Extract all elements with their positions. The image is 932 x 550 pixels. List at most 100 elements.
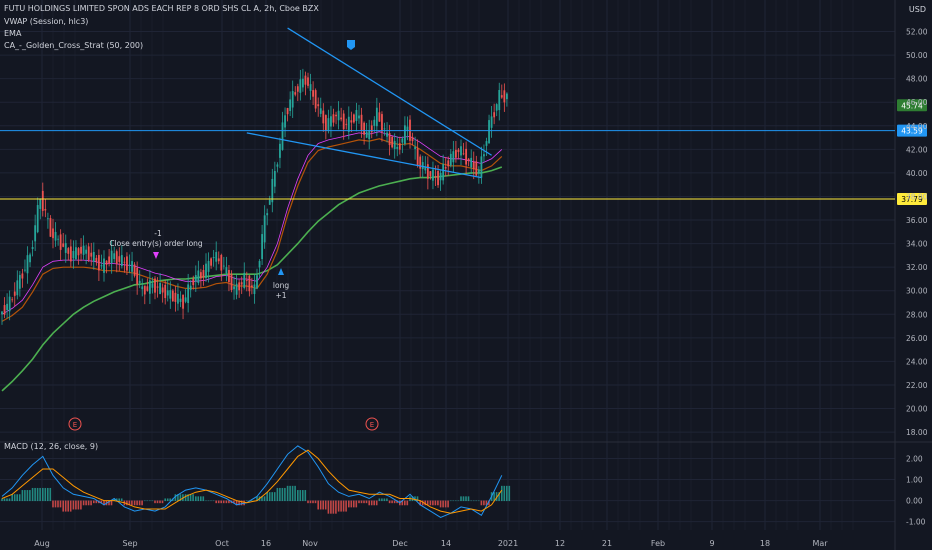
macd-histogram-bar: [29, 490, 31, 502]
macd-histogram-bar: [1, 498, 3, 502]
macd-histogram-bar: [475, 500, 477, 502]
macd-histogram-bar: [3, 498, 6, 502]
candle-body: [11, 299, 14, 301]
candle-body: [29, 254, 31, 263]
time-tick-label: 2021: [498, 539, 518, 548]
candle-body: [506, 93, 508, 100]
legend-ema[interactable]: EMA: [4, 29, 22, 38]
macd-histogram-bar: [439, 500, 442, 508]
macd-histogram-bar: [87, 500, 90, 506]
macd-histogram-bar: [189, 494, 192, 502]
candle-body: [248, 275, 251, 292]
candle-body: [174, 292, 177, 302]
macd-histogram-bar: [174, 494, 177, 502]
close-order-arrow-icon: [153, 252, 159, 259]
macd-histogram-bar: [103, 500, 105, 506]
candle-body: [442, 164, 445, 181]
candle-body: [493, 112, 496, 118]
macd-histogram-bar: [332, 500, 335, 514]
candle-body: [253, 284, 256, 294]
macd-histogram-bar: [375, 500, 378, 506]
candle-body: [215, 252, 218, 262]
candle-body: [281, 122, 284, 150]
macd-histogram-bar: [235, 500, 238, 506]
time-tick-label: 12: [555, 539, 565, 548]
macd-axis[interactable]: -1.00 0.00 1.00 2.00: [906, 455, 926, 527]
candle-body: [6, 303, 8, 311]
macd-histogram-bar: [503, 485, 506, 502]
candle-body: [235, 283, 238, 295]
candle-body: [44, 209, 47, 211]
macd-histogram-bar: [345, 500, 347, 512]
candle-body: [289, 99, 292, 111]
candle-body: [455, 149, 457, 158]
macd-histogram-bar: [373, 500, 375, 506]
price-tick-label: 24.00: [906, 357, 928, 366]
macd-tick-label: 2.00: [906, 455, 923, 464]
candle-body: [118, 256, 121, 262]
macd-histogram-bar: [49, 487, 52, 502]
macd-histogram-bar: [447, 500, 449, 508]
time-tick-label: 18: [760, 539, 770, 548]
candle-body: [225, 267, 228, 274]
macd-histogram-bar: [353, 500, 355, 508]
horizontal-levels[interactable]: 43.59 37.79 45.74: [0, 99, 927, 205]
macd-histogram-bar: [115, 498, 118, 502]
candle-body: [258, 261, 261, 268]
legend-strategy[interactable]: CA_-_Golden_Cross_Strat (50, 200): [4, 41, 144, 50]
macd-histogram-bar: [444, 500, 447, 508]
candle-body: [169, 290, 172, 299]
level-price-tag: [897, 192, 927, 205]
entry-label: long: [273, 281, 289, 290]
candle-body: [16, 280, 19, 296]
macd-histogram-bar: [360, 500, 363, 504]
candle-body: [314, 90, 317, 109]
macd-histogram-bar: [396, 500, 398, 504]
legend-vwap[interactable]: VWAP (Session, hlc3): [4, 17, 89, 26]
candle-body: [421, 162, 424, 170]
time-tick-label: Nov: [302, 539, 318, 548]
macd-histogram-bar: [309, 500, 312, 504]
macd-histogram-bar: [222, 500, 225, 504]
macd-histogram-bar: [501, 485, 503, 502]
candle-body: [113, 253, 116, 259]
macd-histogram-bar: [133, 500, 136, 506]
macd-histogram-bar: [470, 500, 472, 502]
macd-histogram-bar: [404, 500, 406, 506]
level-price-tag: [897, 124, 927, 137]
time-axis[interactable]: Aug Sep Oct 16 Nov Dec 14 2021 12 21 Feb 9 18 Mar: [34, 539, 828, 548]
candle-body: [426, 164, 429, 179]
trendlines[interactable]: [246, 27, 492, 179]
candle-body: [393, 140, 396, 149]
legend-macd[interactable]: MACD (12, 26, close, 9): [4, 442, 99, 451]
candle-body: [360, 114, 363, 131]
candle-body: [177, 294, 179, 304]
candle-body: [131, 261, 133, 272]
candle-body: [347, 116, 350, 132]
macd-histogram-bar: [381, 498, 383, 502]
candle-body: [284, 115, 286, 128]
candle-body: [143, 285, 146, 295]
macd-histogram-bar: [77, 500, 80, 510]
price-tick-label: 30.00: [906, 287, 928, 296]
candle-body: [59, 234, 62, 250]
macd-histogram-bar: [335, 500, 337, 514]
macd-histogram-bar: [169, 498, 171, 502]
macd-histogram-bar: [151, 500, 154, 502]
candle-body: [39, 198, 42, 209]
candle-body: [133, 264, 136, 276]
close-order-qty: -1: [154, 229, 162, 238]
price-tick-label: 40.00: [906, 169, 928, 178]
macd-histogram-bar: [432, 500, 434, 506]
candle-body: [330, 116, 332, 127]
macd-histogram-bar: [24, 490, 26, 502]
candle-body: [64, 243, 67, 253]
macd-histogram-bar: [284, 487, 286, 502]
candle-body: [332, 114, 335, 123]
macd-histogram-bar: [54, 500, 57, 508]
macd-histogram-bar: [421, 500, 424, 506]
earnings-marker-label: E: [370, 421, 374, 429]
macd-histogram-bar: [319, 500, 322, 510]
price-axis[interactable]: 18.00 20.00 22.00 24.00 26.00 28.00 30.00 32.00…: [906, 28, 928, 438]
